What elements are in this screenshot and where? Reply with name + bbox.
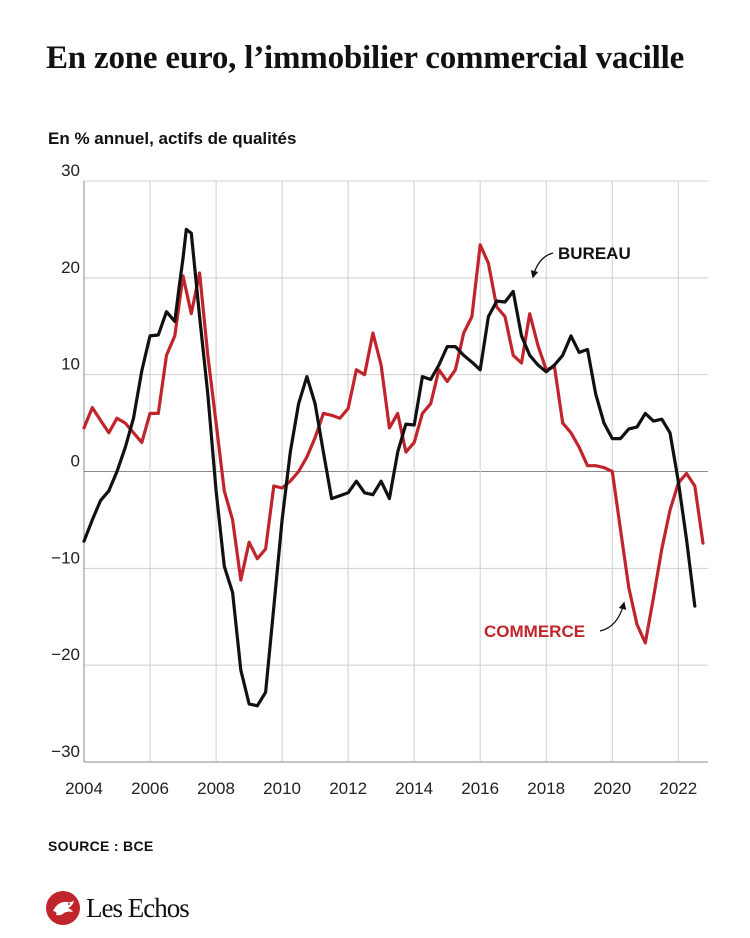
- chart-title: En zone euro, l’immobilier commercial va…: [46, 40, 685, 76]
- y-tick-label: −20: [51, 645, 80, 664]
- annotation-commerce: COMMERCE: [484, 622, 585, 641]
- x-tick-label: 2018: [527, 779, 565, 798]
- chart-subtitle: En % annuel, actifs de qualités: [48, 129, 297, 148]
- series-line-commerce: [82, 243, 705, 645]
- x-tick-label: 2006: [131, 779, 169, 798]
- x-tick-label: 2010: [263, 779, 301, 798]
- y-tick-label: −10: [51, 548, 80, 567]
- les-echos-logo-icon: [46, 891, 80, 925]
- annotation-commerce-arrow: [599, 601, 627, 632]
- y-tick-label: 10: [61, 355, 80, 374]
- source-note: SOURCE : BCE: [48, 838, 154, 854]
- brand-name: Les Echos: [86, 892, 190, 923]
- y-tick-label: 20: [61, 258, 80, 277]
- annotation-bureau: BUREAU: [558, 244, 631, 263]
- x-tick-label: 2014: [395, 779, 433, 798]
- x-tick-label: 2016: [461, 779, 499, 798]
- x-tick-label: 2022: [659, 779, 697, 798]
- y-tick-label: 0: [71, 452, 80, 471]
- y-tick-label: 30: [61, 161, 80, 180]
- x-tick-label: 2008: [197, 779, 235, 798]
- les-echos-logo: Les Echos: [46, 888, 190, 928]
- x-tick-label: 2020: [593, 779, 631, 798]
- x-tick-label: 2012: [329, 779, 367, 798]
- series-line-bureau: [82, 227, 697, 708]
- y-tick-label: −30: [51, 742, 80, 761]
- annotation-bureau-arrow: [530, 252, 554, 279]
- x-tick-label: 2004: [65, 779, 103, 798]
